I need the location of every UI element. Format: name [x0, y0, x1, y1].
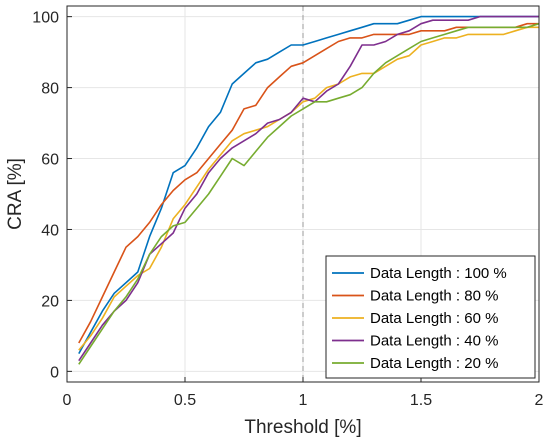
legend-label-4: Data Length : 40 %: [370, 333, 498, 350]
y-tick-label: 40: [41, 222, 59, 239]
x-tick-label: 0: [63, 392, 72, 409]
y-tick-label: 100: [32, 10, 59, 27]
x-tick-label: 1.5: [410, 392, 432, 409]
series-line-5: [78, 22, 540, 365]
series-line-4: [78, 15, 539, 362]
x-axis-label: Threshold [%]: [244, 417, 361, 438]
x-tick-label: 0.5: [174, 392, 196, 409]
legend: Data Length : 100 % Data Length : 80 % Dat…: [325, 255, 536, 379]
y-tick-label: 80: [41, 81, 59, 98]
x-tick-label: 2: [535, 392, 544, 409]
legend-label-5: Data Length : 20 %: [370, 355, 498, 372]
legend-label-1: Data Length : 100 %: [370, 265, 507, 282]
y-tick-label: 20: [41, 293, 59, 310]
series-line-1: [78, 15, 539, 354]
y-tick-label: 0: [50, 364, 59, 381]
legend-label-3: Data Length : 60 %: [370, 310, 498, 327]
series-line-2: [78, 22, 539, 344]
y-axis-label: CRA [%]: [5, 158, 26, 230]
legend-box: [325, 255, 536, 379]
legend-label-2: Data Length : 80 %: [370, 288, 498, 305]
x-tick-label: 1: [299, 392, 308, 409]
series-lines: [78, 15, 540, 365]
y-tick-label: 60: [41, 152, 59, 169]
